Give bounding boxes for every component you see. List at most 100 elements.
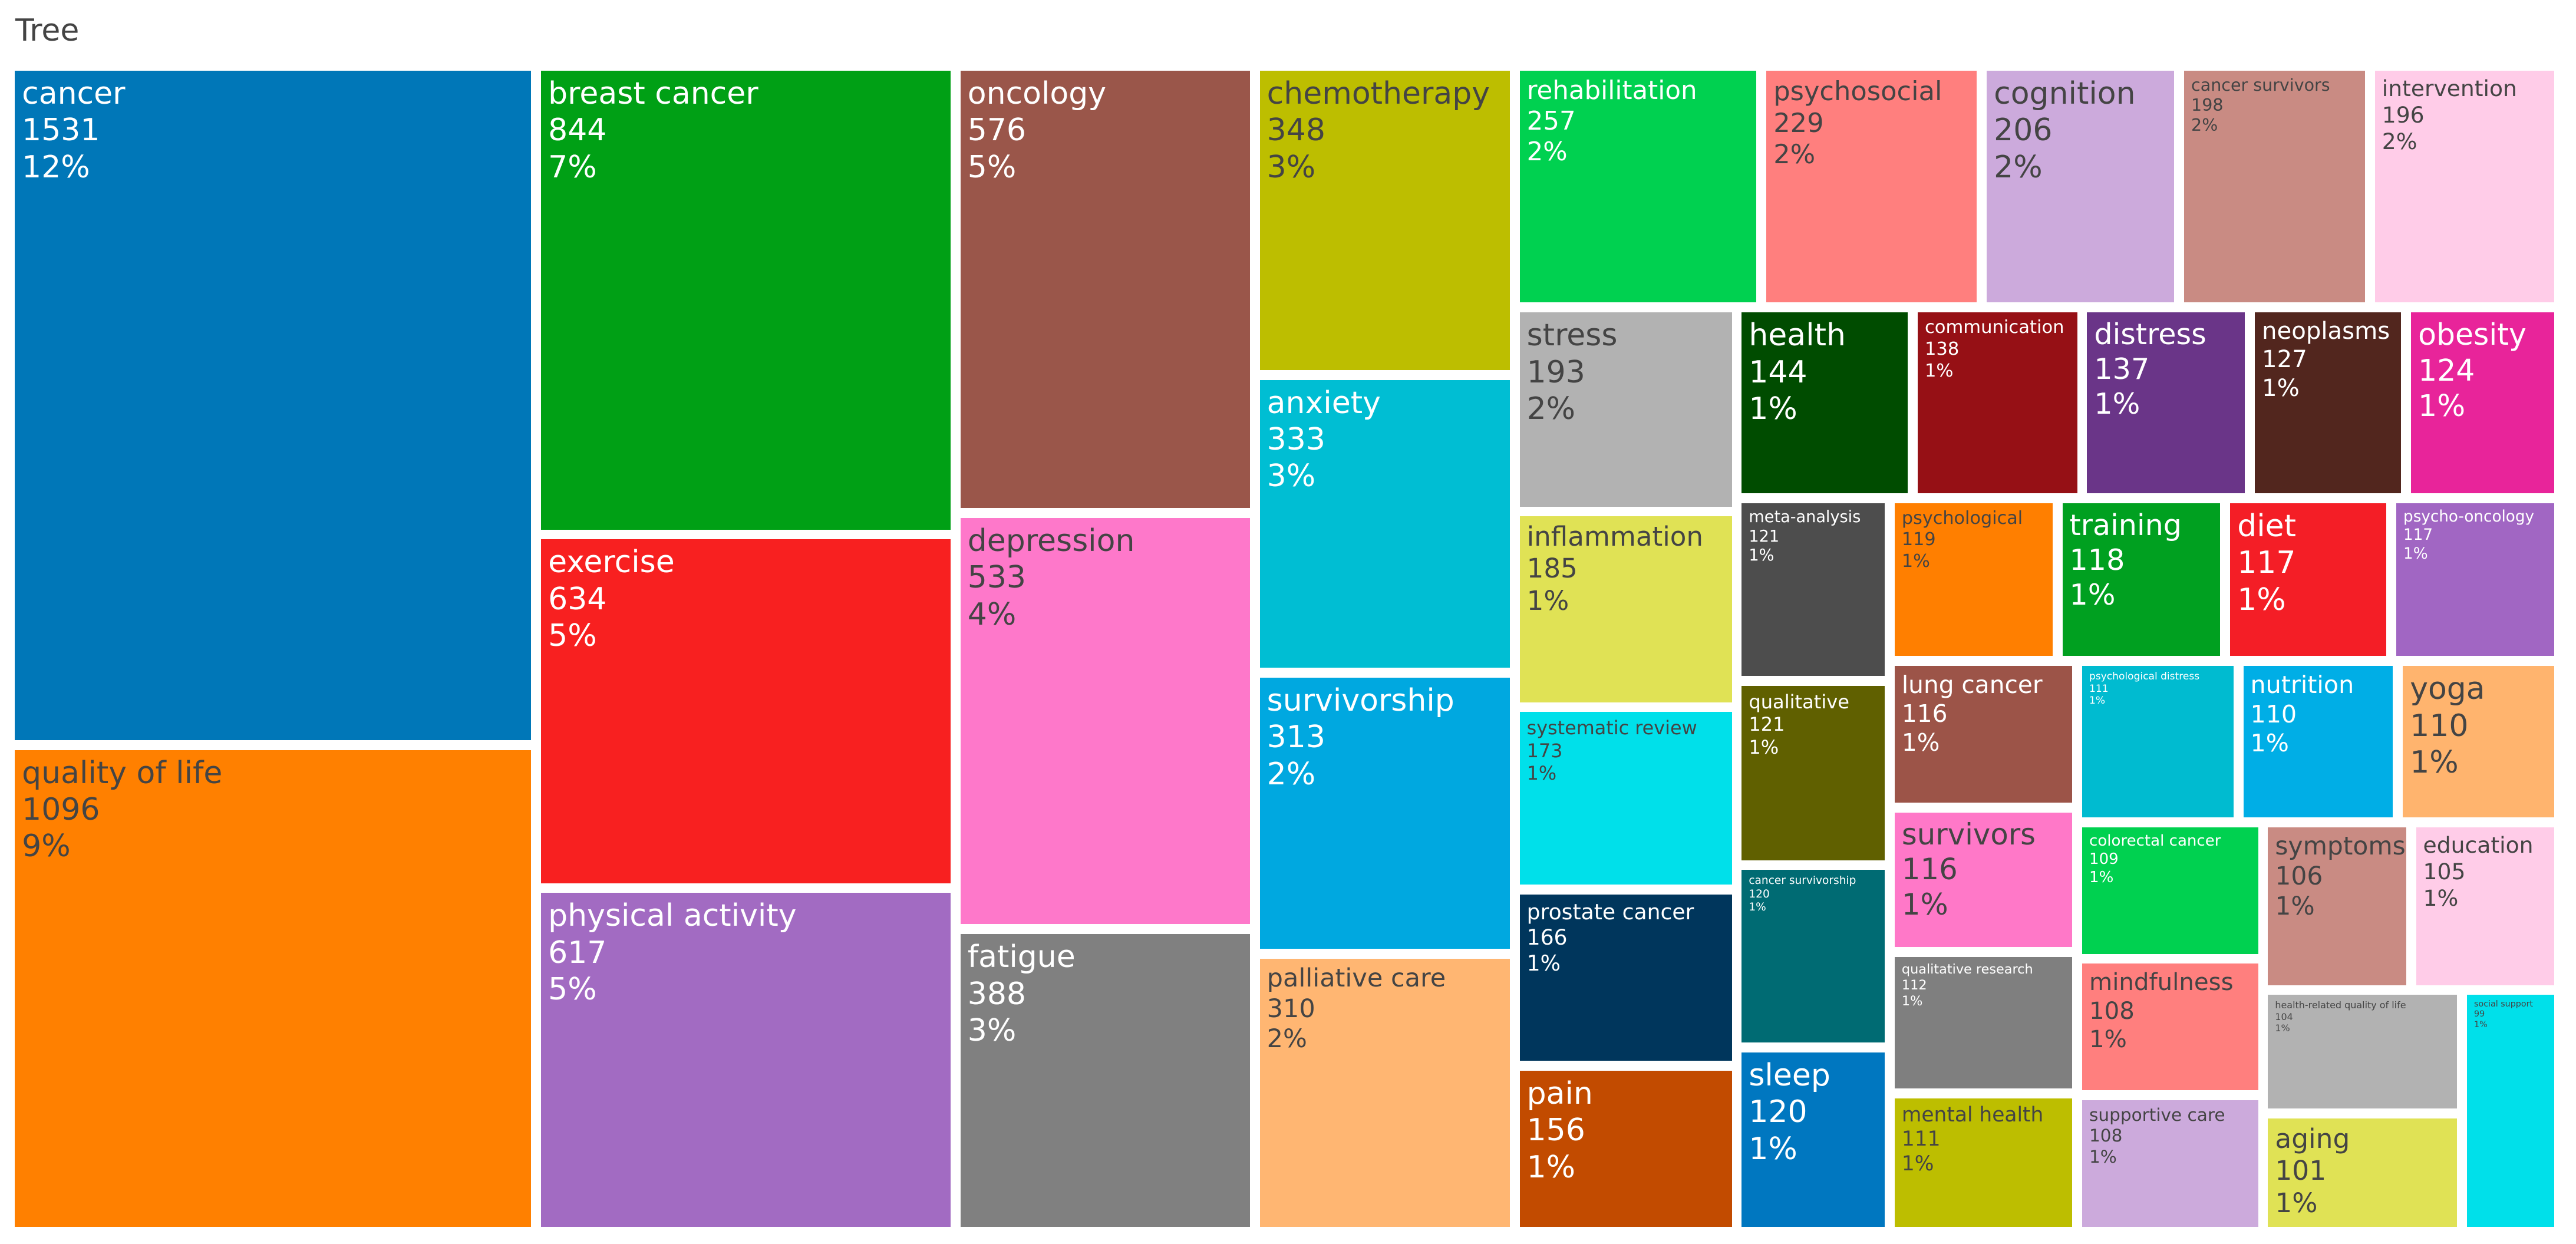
tile-label-group: oncology 576 5% <box>968 75 1106 186</box>
treemap-tile-communication[interactable]: communication 138 1% <box>1917 312 2077 494</box>
tile-pct: 5% <box>548 972 597 1008</box>
tile-label-group: mindfulness 108 1% <box>2089 968 2234 1054</box>
tile-label-group: psychological 119 1% <box>1902 508 2023 572</box>
treemap-tile-sleep[interactable]: sleep 120 1% <box>1741 1052 1885 1227</box>
treemap-tile-oncology[interactable]: oncology 576 5% <box>960 71 1250 509</box>
tile-label: inflammation <box>1526 521 1704 553</box>
treemap-tile-mental-health[interactable]: mental health 111 1% <box>1894 1098 2073 1227</box>
tile-pct: 1% <box>2089 695 2106 707</box>
tile-value: 106 <box>2275 862 2323 891</box>
treemap-tile-lung-cancer[interactable]: lung cancer 116 1% <box>1894 666 2073 803</box>
treemap-tile-survivors[interactable]: survivors 116 1% <box>1894 812 2073 948</box>
treemap-tile-training[interactable]: training 118 1% <box>2062 503 2221 656</box>
tile-label-group: chemotherapy 348 3% <box>1267 75 1490 186</box>
treemap-tile-education[interactable]: education 105 1% <box>2416 827 2554 985</box>
tile-label-group: nutrition 110 1% <box>2251 671 2354 758</box>
treemap-tile-diet[interactable]: diet 117 1% <box>2230 503 2387 656</box>
tile-value: 105 <box>2423 858 2466 885</box>
tile-label: depression <box>967 523 1135 559</box>
treemap-tile-nutrition[interactable]: nutrition 110 1% <box>2243 666 2393 817</box>
treemap-tile-obesity[interactable]: obesity 124 1% <box>2411 312 2554 494</box>
treemap-tile-pain[interactable]: pain 156 1% <box>1519 1070 1732 1227</box>
treemap-tile-psychological-distress[interactable]: psychological distress 111 1% <box>2082 666 2234 817</box>
treemap-tile-exercise[interactable]: exercise 634 5% <box>541 539 951 883</box>
treemap-tile-intervention[interactable]: intervention 196 2% <box>2374 71 2554 303</box>
treemap-tile-yoga[interactable]: yoga 110 1% <box>2403 666 2554 817</box>
tile-label: aging <box>2275 1123 2350 1154</box>
tile-label: health-related quality of life <box>2275 999 2406 1011</box>
tile-label-group: exercise 634 5% <box>548 544 675 654</box>
treemap-tile-qualitative-research[interactable]: qualitative research 112 1% <box>1894 957 2073 1089</box>
tile-label: neoplasms <box>2262 318 2390 345</box>
treemap-tile-quality-of-life[interactable]: quality of life 1096 9% <box>15 750 532 1227</box>
treemap-tile-cancer[interactable]: cancer 1531 12% <box>15 71 532 740</box>
tile-label: stress <box>1526 318 1618 354</box>
treemap-tile-mindfulness[interactable]: mindfulness 108 1% <box>2082 963 2258 1091</box>
treemap-tile-psychological[interactable]: psychological 119 1% <box>1894 503 2053 656</box>
tile-value: 119 <box>1901 529 1936 550</box>
tile-label-group: cancer survivorship 120 1% <box>1749 875 1856 914</box>
tile-label: psychosocial <box>1773 75 1942 107</box>
tile-label: survivorship <box>1266 682 1454 718</box>
treemap-tile-cognition[interactable]: cognition 206 2% <box>1987 71 2175 303</box>
treemap-tile-physical-activity[interactable]: physical activity 617 5% <box>541 893 951 1227</box>
tile-pct: 2% <box>2382 128 2417 155</box>
treemap-tile-psychosocial[interactable]: psychosocial 229 2% <box>1766 71 1977 303</box>
treemap-tile-rehabilitation[interactable]: rehabilitation 257 2% <box>1519 71 1757 303</box>
tile-pct: 7% <box>548 149 597 185</box>
treemap-tile-neoplasms[interactable]: neoplasms 127 1% <box>2255 312 2402 494</box>
tile-value: 144 <box>1749 354 1808 390</box>
treemap-tile-stress[interactable]: stress 193 2% <box>1519 312 1732 507</box>
tile-value: 116 <box>1901 699 1948 728</box>
treemap-tile-survivorship[interactable]: survivorship 313 2% <box>1259 677 1510 949</box>
tile-label: psycho-oncology <box>2403 507 2534 526</box>
treemap-tile-fatigue[interactable]: fatigue 388 3% <box>960 934 1250 1227</box>
tile-label: mindfulness <box>2089 969 2234 996</box>
treemap-tile-qualitative[interactable]: qualitative 121 1% <box>1741 685 1885 860</box>
tile-label-group: quality of life 1096 9% <box>22 755 222 865</box>
treemap-tile-inflammation[interactable]: inflammation 185 1% <box>1519 516 1732 702</box>
treemap-tile-health-related-quality-of-life[interactable]: health-related quality of life 104 1% <box>2268 995 2458 1108</box>
tile-pct: 1% <box>1749 1131 1797 1167</box>
tile-value: 576 <box>967 113 1027 149</box>
treemap-tile-meta-analysis[interactable]: meta-analysis 121 1% <box>1741 503 1885 676</box>
treemap-tile-palliative-care[interactable]: palliative care 310 2% <box>1259 958 1510 1227</box>
tile-label: exercise <box>548 545 675 580</box>
treemap-tile-chemotherapy[interactable]: chemotherapy 348 3% <box>1259 71 1510 370</box>
tile-label-group: psychological distress 111 1% <box>2089 671 2199 707</box>
tile-value: 206 <box>1994 113 2053 149</box>
tile-pct: 1% <box>2403 545 2428 563</box>
tile-value: 111 <box>1901 1127 1941 1151</box>
tile-label-group: breast cancer 844 7% <box>548 75 758 186</box>
tile-label-group: communication 138 1% <box>1925 317 2064 382</box>
tile-pct: 2% <box>1266 756 1316 792</box>
tile-label: psychological distress <box>2089 671 2200 683</box>
treemap-tile-anxiety[interactable]: anxiety 333 3% <box>1259 380 1510 668</box>
tile-label: sleep <box>1749 1058 1830 1094</box>
treemap-tile-aging[interactable]: aging 101 1% <box>2268 1118 2458 1227</box>
treemap-tile-symptoms[interactable]: symptoms 106 1% <box>2268 827 2406 985</box>
treemap-tile-cancer-survivorship[interactable]: cancer survivorship 120 1% <box>1741 870 1885 1043</box>
treemap-tile-systematic-review[interactable]: systematic review 173 1% <box>1519 712 1732 885</box>
treemap-tile-health[interactable]: health 144 1% <box>1741 312 1908 494</box>
tile-pct: 1% <box>2089 1146 2117 1167</box>
treemap-tile-colorectal-cancer[interactable]: colorectal cancer 109 1% <box>2082 827 2258 954</box>
tile-value: 118 <box>2069 542 2125 577</box>
tile-value: 121 <box>1749 713 1785 736</box>
treemap-tile-cancer-survivors[interactable]: cancer survivors 198 2% <box>2184 71 2366 303</box>
tile-pct: 1% <box>1749 546 1774 565</box>
tile-label-group: lung cancer 116 1% <box>1902 671 2043 757</box>
treemap-tile-psycho-oncology[interactable]: psycho-oncology 117 1% <box>2396 503 2554 656</box>
treemap-tile-depression[interactable]: depression 533 4% <box>960 518 1250 925</box>
tile-value: 112 <box>1901 978 1927 994</box>
treemap-tile-social-support[interactable]: social support 99 1% <box>2467 995 2554 1227</box>
tile-label: fatigue <box>967 939 1076 975</box>
treemap-tile-distress[interactable]: distress 137 1% <box>2087 312 2245 494</box>
treemap-tile-supportive-care[interactable]: supportive care 108 1% <box>2082 1100 2258 1227</box>
tile-value: 1531 <box>22 113 100 149</box>
treemap-tile-breast-cancer[interactable]: breast cancer 844 7% <box>541 71 951 530</box>
tile-label-group: mental health 111 1% <box>1902 1103 2043 1176</box>
tile-label-group: qualitative 121 1% <box>1749 691 1849 758</box>
tile-value: 108 <box>2089 1126 2123 1146</box>
treemap-tile-prostate-cancer[interactable]: prostate cancer 166 1% <box>1519 895 1732 1061</box>
